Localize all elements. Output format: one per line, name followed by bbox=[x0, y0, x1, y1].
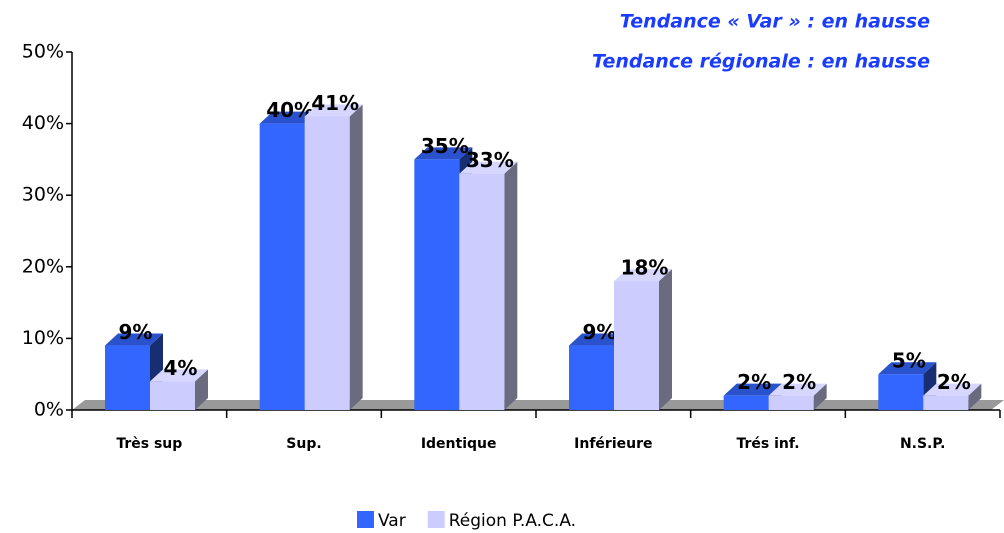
data-label: 2% bbox=[937, 370, 971, 394]
bar bbox=[259, 123, 305, 410]
x-tick-label: Identique bbox=[421, 436, 497, 452]
x-tick-label: Inférieure bbox=[574, 436, 652, 452]
data-label: 4% bbox=[164, 356, 198, 380]
bar-side bbox=[195, 369, 208, 410]
data-label: 2% bbox=[782, 370, 816, 394]
bar bbox=[723, 395, 769, 410]
bar-top bbox=[923, 383, 982, 396]
bar-top bbox=[459, 161, 518, 174]
data-label: 33% bbox=[466, 148, 514, 172]
y-tick-label: 10% bbox=[22, 327, 64, 349]
legend-swatch bbox=[357, 511, 374, 528]
y-tick-label: 0% bbox=[34, 399, 64, 421]
bar-top bbox=[569, 333, 627, 346]
x-tick-label: Très sup bbox=[116, 436, 182, 452]
bar-top bbox=[768, 383, 827, 396]
bar bbox=[105, 345, 150, 410]
legend-swatch bbox=[427, 511, 445, 528]
data-label: 2% bbox=[737, 370, 771, 394]
data-label: 41% bbox=[311, 91, 359, 115]
bar-top bbox=[259, 111, 318, 124]
bar bbox=[304, 116, 350, 410]
bar bbox=[569, 345, 614, 410]
legend-label: Région P.A.C.A. bbox=[449, 511, 576, 531]
bar-side bbox=[349, 104, 363, 410]
bar bbox=[459, 173, 505, 410]
bar bbox=[878, 374, 924, 410]
bar-side bbox=[968, 383, 982, 410]
x-tick-label: Trés inf. bbox=[736, 436, 799, 452]
x-tick-label: Sup. bbox=[286, 436, 321, 452]
bar-side bbox=[504, 161, 518, 410]
bar-top bbox=[878, 362, 937, 375]
bar bbox=[614, 281, 659, 410]
bar bbox=[923, 395, 969, 410]
bar bbox=[150, 381, 195, 410]
y-tick-label: 40% bbox=[22, 112, 64, 134]
bar-side bbox=[659, 269, 672, 410]
bar-top bbox=[723, 383, 782, 396]
bar-side bbox=[813, 383, 827, 410]
bar-top bbox=[304, 104, 363, 117]
bar-top bbox=[105, 333, 163, 346]
legend-label: Var bbox=[378, 511, 406, 531]
bar bbox=[768, 395, 814, 410]
data-label: 9% bbox=[119, 320, 153, 344]
bar bbox=[414, 159, 460, 410]
annotation: Tendance régionale : en hausse bbox=[592, 51, 930, 73]
bar-top bbox=[414, 147, 473, 160]
y-tick-label: 20% bbox=[22, 255, 64, 277]
x-tick-label: N.S.P. bbox=[900, 436, 945, 452]
data-label: 35% bbox=[421, 134, 469, 158]
annotation: Tendance « Var » : en hausse bbox=[620, 11, 930, 33]
y-tick-label: 50% bbox=[22, 41, 64, 63]
bar-top bbox=[150, 369, 208, 382]
data-label: 9% bbox=[583, 320, 617, 344]
floor bbox=[72, 400, 1004, 410]
y-tick-label: 30% bbox=[22, 184, 64, 206]
data-label: 5% bbox=[892, 349, 926, 373]
bar-top bbox=[614, 269, 672, 282]
data-label: 18% bbox=[621, 256, 669, 280]
